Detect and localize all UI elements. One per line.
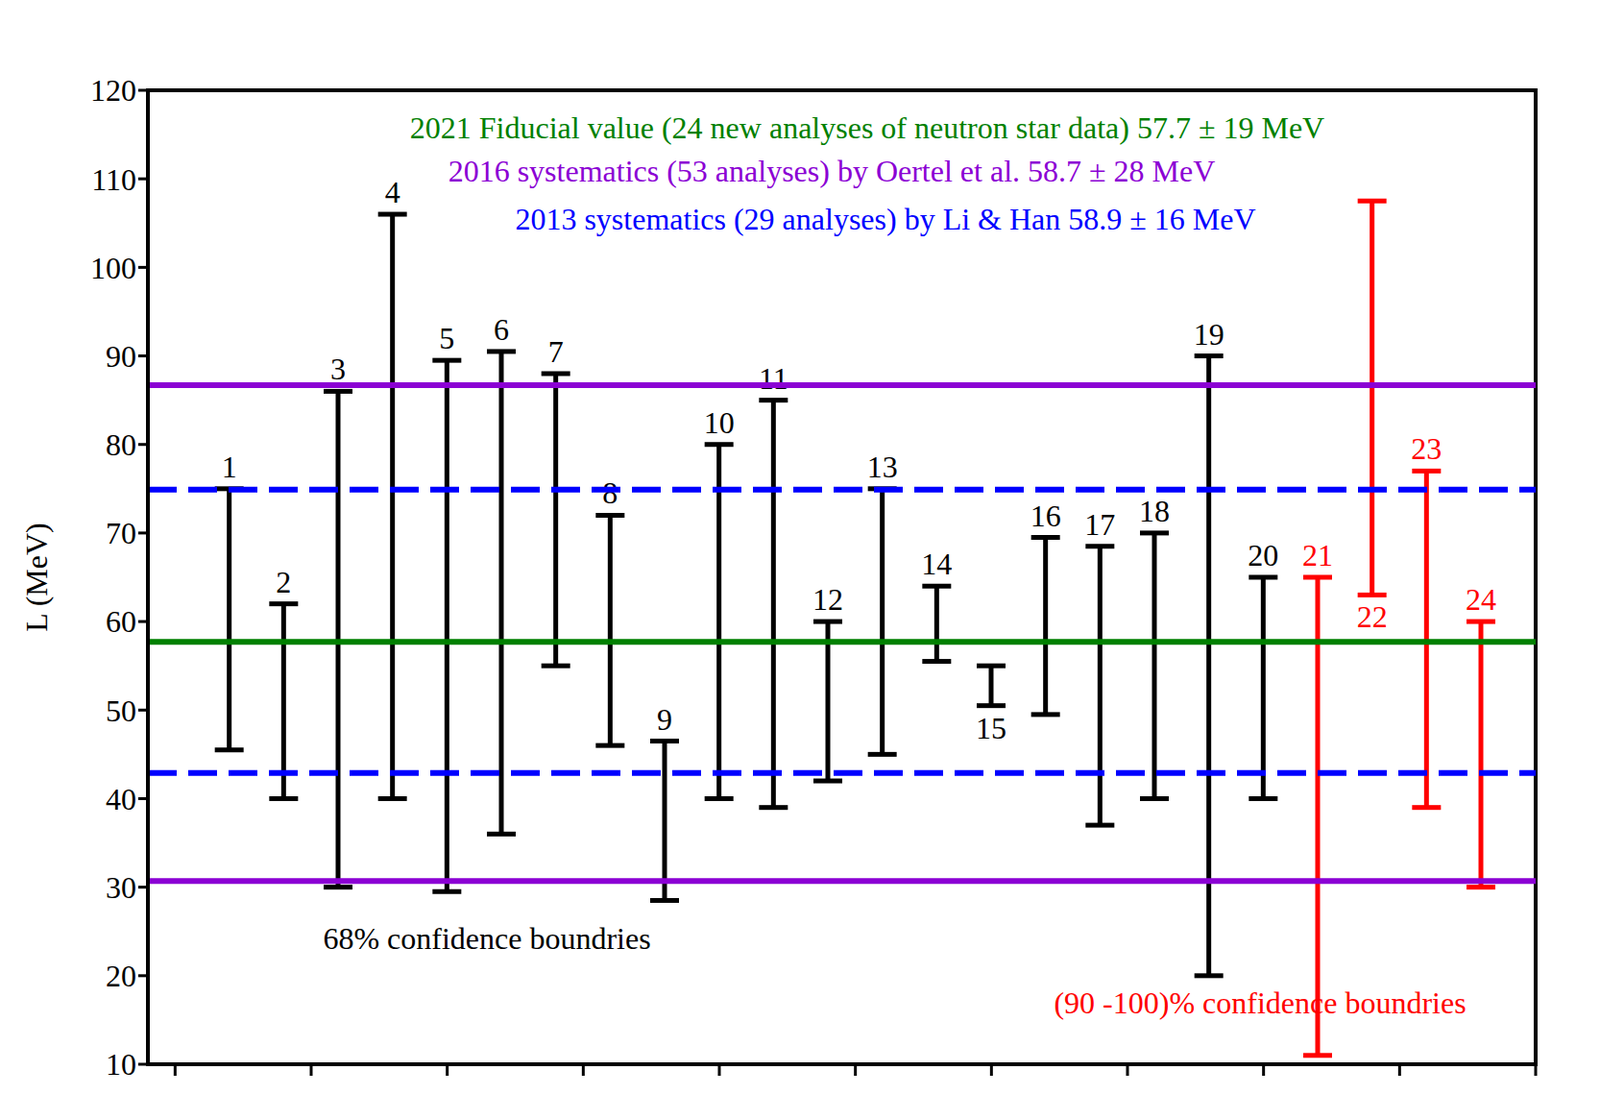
svg-text:9: 9 (656, 702, 673, 737)
svg-text:(90 -100)% confidence boundrie: (90 -100)% confidence boundries (1053, 985, 1466, 1020)
svg-text:23: 23 (1410, 431, 1442, 466)
svg-text:20: 20 (1247, 537, 1279, 573)
svg-text:14: 14 (921, 546, 952, 582)
svg-text:11: 11 (758, 361, 789, 396)
svg-text:2016 systematics (53 analyses): 2016 systematics (53 analyses) by Oertel… (448, 153, 1216, 189)
svg-text:20: 20 (105, 958, 137, 994)
svg-text:10: 10 (703, 405, 735, 440)
svg-text:100: 100 (90, 250, 137, 286)
svg-text:19: 19 (1193, 316, 1225, 352)
svg-text:22: 22 (1357, 599, 1388, 634)
svg-text:110: 110 (91, 162, 137, 197)
svg-text:18: 18 (1139, 493, 1170, 529)
svg-text:2: 2 (275, 564, 291, 600)
svg-text:1: 1 (221, 449, 238, 485)
svg-text:17: 17 (1084, 507, 1116, 542)
svg-text:7: 7 (548, 334, 564, 369)
svg-text:30: 30 (105, 870, 137, 905)
svg-text:6: 6 (493, 312, 510, 347)
svg-text:70: 70 (105, 515, 137, 551)
svg-text:8: 8 (602, 475, 618, 510)
svg-text:2013 systematics (29 analyses): 2013 systematics (29 analyses) by Li & H… (514, 201, 1256, 237)
svg-text:13: 13 (867, 449, 898, 485)
svg-text:21: 21 (1302, 537, 1334, 573)
svg-text:5: 5 (438, 320, 455, 356)
svg-text:80: 80 (105, 427, 137, 462)
svg-text:120: 120 (90, 72, 137, 108)
svg-text:50: 50 (105, 693, 137, 728)
svg-text:12: 12 (812, 581, 844, 617)
svg-text:15: 15 (975, 710, 1007, 746)
svg-text:68% confidence boundries: 68% confidence boundries (322, 921, 651, 956)
svg-text:16: 16 (1030, 498, 1062, 534)
svg-text:3: 3 (330, 351, 346, 387)
svg-text:24: 24 (1465, 581, 1497, 617)
svg-text:40: 40 (105, 781, 137, 817)
svg-text:90: 90 (105, 339, 137, 374)
svg-text:2021 Fiducial value (24 new an: 2021 Fiducial value (24 new analyses of … (410, 110, 1325, 146)
svg-text:L (MeV): L (MeV) (19, 522, 54, 631)
svg-text:60: 60 (105, 604, 137, 639)
svg-text:10: 10 (105, 1046, 137, 1082)
svg-text:4: 4 (385, 174, 401, 210)
